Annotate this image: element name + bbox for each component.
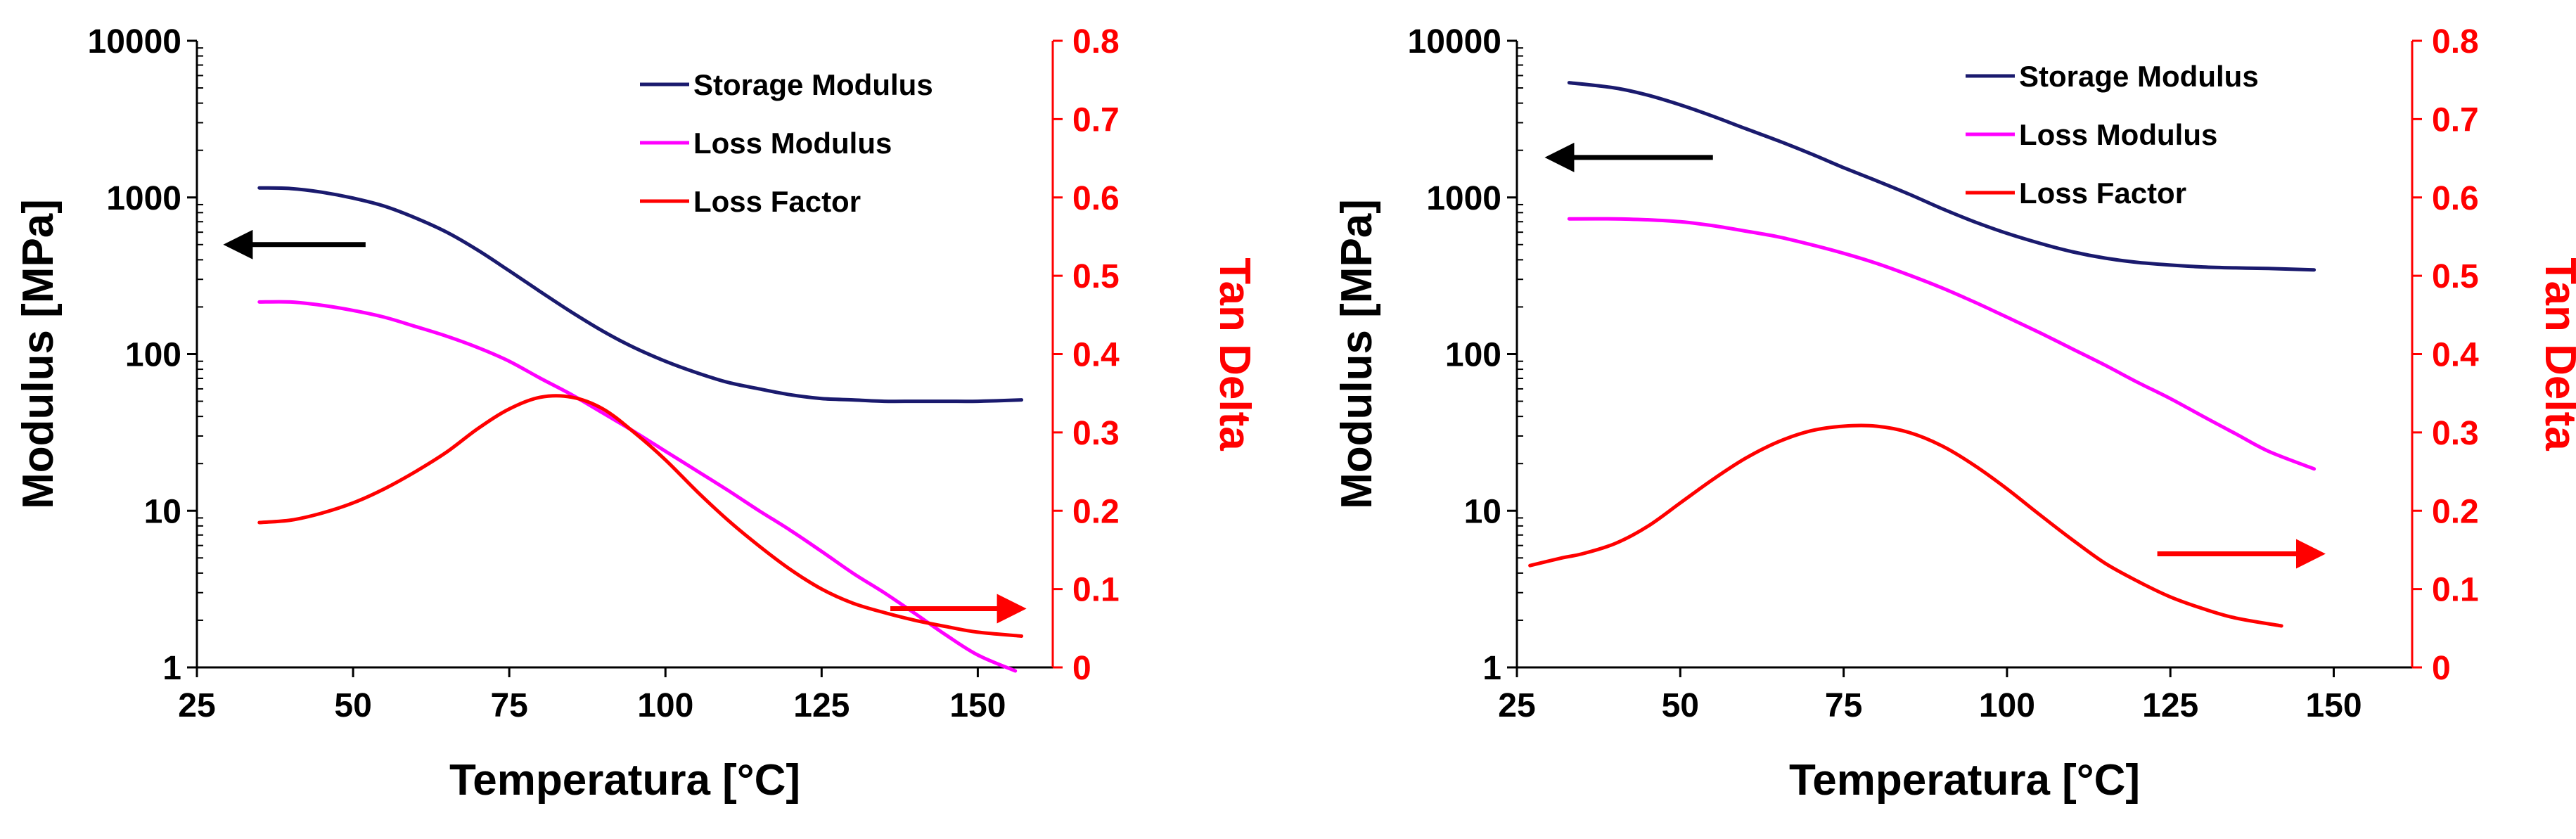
- y-right-tick-label: 0.7: [2432, 101, 2479, 139]
- x-tick-label: 150: [2305, 687, 2362, 724]
- y-right-tick-label: 0.4: [2432, 337, 2479, 374]
- x-tick-label: 50: [334, 687, 371, 724]
- y-left-tick-label: 100: [1445, 337, 1501, 374]
- x-tick-label: 125: [793, 687, 850, 724]
- y-right-tick-label: 0.3: [1072, 415, 1120, 452]
- x-tick-label: 25: [178, 687, 215, 724]
- y-right-tick-label: 0.1: [1072, 572, 1120, 609]
- y-right-tick-label: 0.5: [1072, 258, 1120, 295]
- y-left-tick-label: 100: [125, 337, 181, 374]
- x-axis-title: Temperatura [°C]: [1789, 756, 2140, 805]
- series-line-storage-modulus: [257, 186, 1024, 404]
- x-tick-label: 100: [637, 687, 693, 724]
- x-tick-label: 50: [1662, 687, 1699, 724]
- y-left-tick-label: 10000: [88, 23, 181, 60]
- y-left-axis-title: Modulus [MPa]: [14, 199, 63, 509]
- x-tick-label: 75: [1825, 687, 1862, 724]
- series-line-storage-modulus: [1567, 81, 2317, 272]
- y-left-tick-label: 1: [1482, 650, 1501, 687]
- y-right-tick-label: 0: [1072, 650, 1091, 687]
- y-left-tick-label: 1000: [106, 180, 181, 217]
- legend-label-storage-modulus: Storage Modulus: [693, 68, 933, 101]
- legend-label-storage-modulus: Storage Modulus: [2019, 60, 2259, 93]
- y-left-axis-title: Modulus [MPa]: [1333, 199, 1381, 509]
- y-left-tick-label: 10: [144, 493, 181, 530]
- y-right-tick-label: 0.6: [1072, 180, 1120, 217]
- y-right-tick-label: 0: [2432, 650, 2451, 687]
- legend-label-loss-factor: Loss Factor: [2019, 177, 2186, 210]
- x-axis-title: Temperatura [°C]: [449, 756, 800, 805]
- y-right-tick-label: 0.4: [1072, 337, 1120, 374]
- series-line-loss-modulus: [1567, 217, 2317, 471]
- y-right-tick-label: 0.8: [2432, 23, 2479, 60]
- y-right-tick-label: 0.2: [1072, 493, 1120, 530]
- chart-2: 1 10 100 1000 10000 0 0.1 0.2 0.3 0.4 0.5 0.6 0.7 0.8…: [1333, 23, 2576, 805]
- x-tick-label: 100: [1979, 687, 2035, 724]
- legend-label-loss-modulus: Loss Modulus: [693, 127, 892, 160]
- chart-1: 1 10 100 1000 10000 0 0.1 0.2 0.3 0.4 0.5 0.6 0.7 0.8…: [14, 23, 1259, 805]
- x-tick-label: 125: [2142, 687, 2198, 724]
- y-left-tick-label: 1000: [1426, 180, 1501, 217]
- y-left-tick-label: 10000: [1408, 23, 1501, 60]
- y-left-tick-label: 10: [1464, 493, 1501, 530]
- series-line-loss-factor: [257, 394, 1024, 638]
- x-tick-label: 75: [490, 687, 527, 724]
- y-left-tick-label: 1: [162, 650, 181, 687]
- legend-label-loss-factor: Loss Factor: [693, 185, 861, 218]
- legend-label-loss-modulus: Loss Modulus: [2019, 118, 2217, 151]
- y-right-tick-label: 0.3: [2432, 415, 2479, 452]
- y-right-tick-label: 0.7: [1072, 101, 1120, 139]
- y-right-tick-label: 0.6: [2432, 180, 2479, 217]
- x-tick-label: 150: [949, 687, 1006, 724]
- y-right-tick-label: 0.2: [2432, 493, 2479, 530]
- y-right-tick-label: 0.8: [1072, 23, 1120, 60]
- y-right-axis-title: Tan Delta: [2536, 257, 2576, 451]
- y-right-axis-title: Tan Delta: [1210, 257, 1259, 451]
- y-right-tick-label: 0.1: [2432, 572, 2479, 609]
- x-tick-label: 25: [1498, 687, 1535, 724]
- y-right-tick-label: 0.5: [2432, 258, 2479, 295]
- series-line-loss-factor: [1528, 423, 2283, 628]
